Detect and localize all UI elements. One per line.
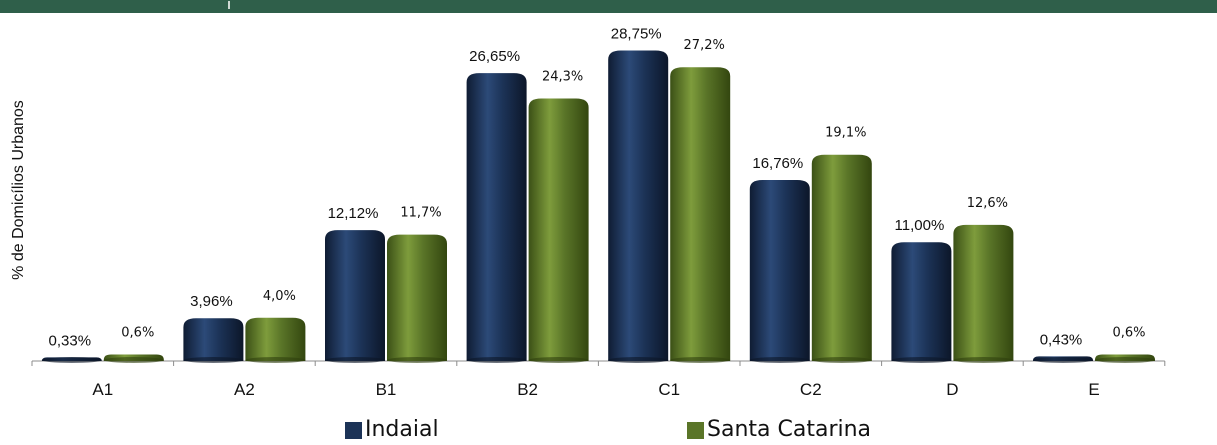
- bar-base: [1033, 357, 1093, 363]
- x-tick-label: E: [1088, 380, 1099, 399]
- header-mark: [228, 1, 230, 9]
- bar-santa-catarina: [528, 98, 589, 361]
- bar-santa-catarina: [811, 154, 872, 361]
- bar-base: [1095, 357, 1155, 363]
- bar-indaial: [608, 50, 669, 361]
- bar-indaial: [466, 73, 527, 362]
- bar-base: [528, 357, 589, 363]
- data-label-santa-catarina: 19,1%: [825, 126, 866, 141]
- legend-swatch-indaial: [345, 421, 362, 439]
- bar-base: [41, 357, 102, 363]
- x-tick-label: D: [946, 380, 958, 399]
- data-label-indaial: 3,96%: [190, 293, 233, 310]
- bar-base: [325, 357, 385, 363]
- bar-indaial: [183, 318, 244, 361]
- legend-label-santa-catarina: Santa Catarina: [707, 417, 872, 442]
- bar-base: [891, 357, 952, 363]
- bar-base: [608, 357, 669, 363]
- data-label-santa-catarina: 27,2%: [684, 38, 725, 53]
- bar-base: [749, 357, 810, 363]
- x-tick-label: C2: [800, 380, 822, 399]
- bar-santa-catarina: [670, 67, 731, 362]
- x-tick-label: A2: [234, 380, 255, 399]
- legend-item-santa-catarina: Santa Catarina: [687, 416, 871, 444]
- data-label-santa-catarina: 0,6%: [1112, 326, 1145, 341]
- data-label-santa-catarina: 12,6%: [967, 196, 1008, 211]
- data-label-indaial: 0,43%: [1040, 331, 1083, 348]
- data-label-santa-catarina: 11,7%: [400, 206, 441, 221]
- bar-indaial: [325, 230, 385, 361]
- legend-item-indaial: Indaial: [345, 416, 439, 444]
- data-label-santa-catarina: 24,3%: [542, 70, 583, 85]
- data-label-indaial: 26,65%: [469, 48, 520, 65]
- bar-base: [183, 357, 244, 363]
- x-tick-label: B2: [517, 380, 538, 399]
- legend-swatch-santa-catarina: [687, 421, 704, 439]
- data-label-indaial: 0,33%: [49, 332, 92, 349]
- data-label-indaial: 16,76%: [752, 155, 803, 172]
- data-label-santa-catarina: 0,6%: [121, 326, 154, 341]
- data-label-indaial: 28,75%: [611, 26, 662, 43]
- bar-base: [245, 357, 306, 363]
- bar-base: [103, 357, 164, 363]
- legend: Indaial Santa Catarina: [0, 416, 1217, 444]
- bar-santa-catarina: [245, 317, 306, 361]
- x-tick-label: B1: [376, 380, 397, 399]
- x-tick-label: A1: [92, 380, 113, 399]
- header-band: [0, 0, 1217, 13]
- bar-base: [387, 357, 447, 363]
- bar-base: [466, 357, 527, 363]
- bar-indaial: [891, 242, 952, 361]
- bar-santa-catarina: [953, 224, 1014, 361]
- bar-base: [670, 357, 731, 363]
- bar-base: [811, 357, 872, 363]
- bar-base: [953, 357, 1014, 363]
- data-label-indaial: 12,12%: [328, 205, 379, 222]
- bar-chart: A1 0,33% 0,6% A2 3,96% 4,0% B1 12,12% 11,7% B2 26,…: [31, 26, 1166, 399]
- data-label-santa-catarina: 4,0%: [263, 289, 296, 304]
- bar-indaial: [749, 179, 810, 361]
- data-label-indaial: 11,00%: [895, 217, 945, 234]
- x-tick-label: C1: [658, 380, 680, 399]
- legend-label-indaial: Indaial: [365, 417, 439, 442]
- bar-santa-catarina: [387, 234, 447, 361]
